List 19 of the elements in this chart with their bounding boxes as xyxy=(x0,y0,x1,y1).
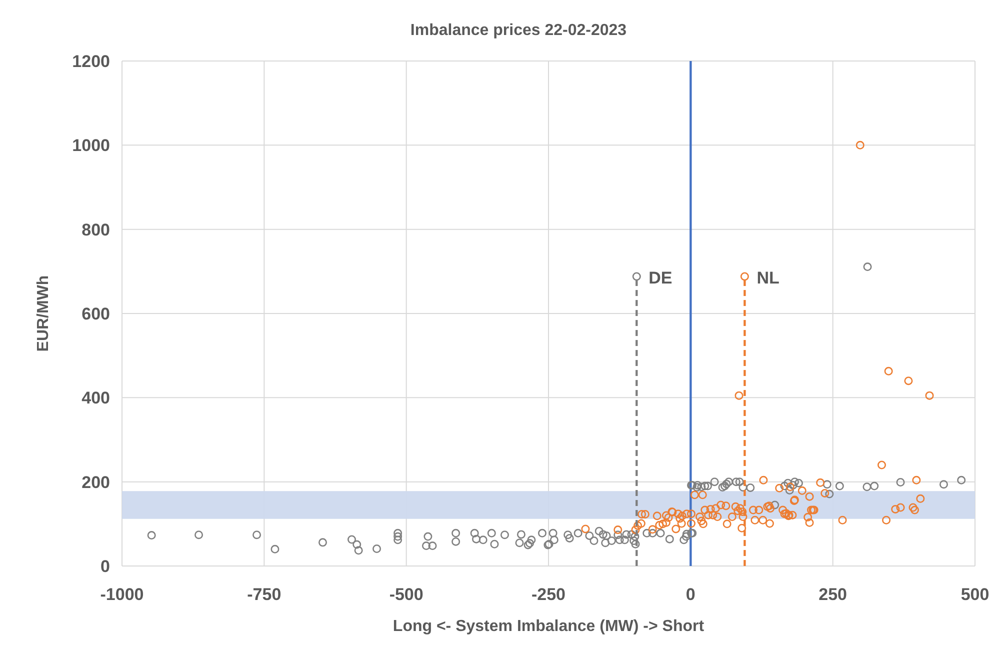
y-tick-label: 600 xyxy=(82,304,110,324)
y-tick-label: 800 xyxy=(82,220,110,240)
y-tick-label: 1000 xyxy=(72,136,110,156)
x-tick-label: -500 xyxy=(389,585,424,604)
x-tick-label: -250 xyxy=(531,585,566,604)
x-tick-label: 0 xyxy=(686,585,696,604)
x-tick-label: 250 xyxy=(818,585,848,604)
y-tick-label: 200 xyxy=(82,472,110,492)
series-label: NL xyxy=(756,268,780,288)
chart-title: Imbalance prices 22-02-2023 xyxy=(410,22,627,39)
x-tick-label: -750 xyxy=(247,585,282,604)
y-axis-title: EUR/MWh xyxy=(35,275,52,352)
y-tick-label: 0 xyxy=(100,557,110,576)
y-tick-label: 400 xyxy=(82,388,110,408)
x-tick-label: -1000 xyxy=(100,585,144,604)
y-tick-label: 1200 xyxy=(72,52,110,71)
series-label: DE xyxy=(648,268,672,288)
x-tick-label: 500 xyxy=(960,585,990,604)
x-axis-title: Long <- System Imbalance (MW) -> Short xyxy=(392,618,705,635)
